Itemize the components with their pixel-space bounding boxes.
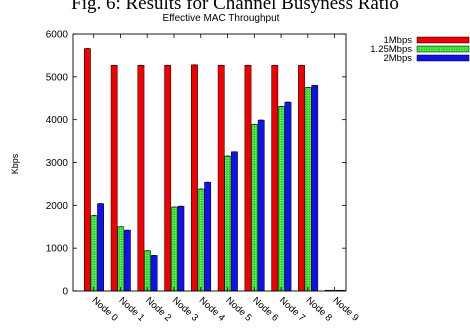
x-tick-label: Node 7 [277,295,307,324]
chart-title: Effective MAC Throughput [163,13,280,24]
legend-swatch [416,54,470,62]
bars-group [83,48,345,292]
x-tick-label: Node 0 [90,295,120,324]
bar [298,65,305,292]
bar [231,151,238,292]
bar [191,64,198,292]
bar [271,65,279,292]
bar [97,203,104,292]
bar [284,101,292,292]
x-tick-label: Node 8 [304,295,334,324]
bar [164,65,172,292]
bar [144,250,151,292]
bar [137,65,145,292]
x-tick-label: Node 9 [331,295,361,324]
x-tick-label: Node 5 [224,295,254,324]
bar [110,65,118,292]
bar [123,229,131,292]
y-tick-label: 3000 [46,158,69,169]
bar [217,65,225,292]
bar [257,119,265,292]
x-tick-label: Node 2 [143,295,173,324]
bar [224,155,232,292]
bar [304,87,312,292]
y-tick-label: 5000 [46,72,69,83]
figure-caption: Fig. 6: Results for Channel Busyness Rat… [71,0,399,14]
bar [197,188,205,292]
legend-label: 1.25Mbps [370,44,412,55]
y-tick-label: 0 [62,287,68,298]
bar [170,206,178,292]
x-tick-label: Node 1 [116,295,146,324]
y-tick-label: 2000 [46,201,69,212]
bar [244,65,252,292]
x-tick-label: Node 6 [250,295,280,324]
legend-swatch [416,45,470,53]
legend-swatch [416,36,470,44]
bar [251,124,258,292]
bar [90,215,98,292]
bar [311,85,319,292]
legend-label: 1Mbps [383,35,412,46]
bar [117,226,125,292]
y-axis-label: Kbps [10,153,20,174]
x-tick-label: Node 4 [197,295,227,324]
y-tick-label: 4000 [46,115,69,126]
x-tick-label: Node 3 [170,295,200,324]
y-tick-label: 1000 [46,244,69,255]
bar [150,255,158,292]
bar [83,48,91,292]
bar [177,205,185,292]
bar [277,106,285,292]
y-tick-label: 6000 [46,30,69,41]
legend-label: 2Mbps [383,53,412,64]
bar [204,181,212,292]
